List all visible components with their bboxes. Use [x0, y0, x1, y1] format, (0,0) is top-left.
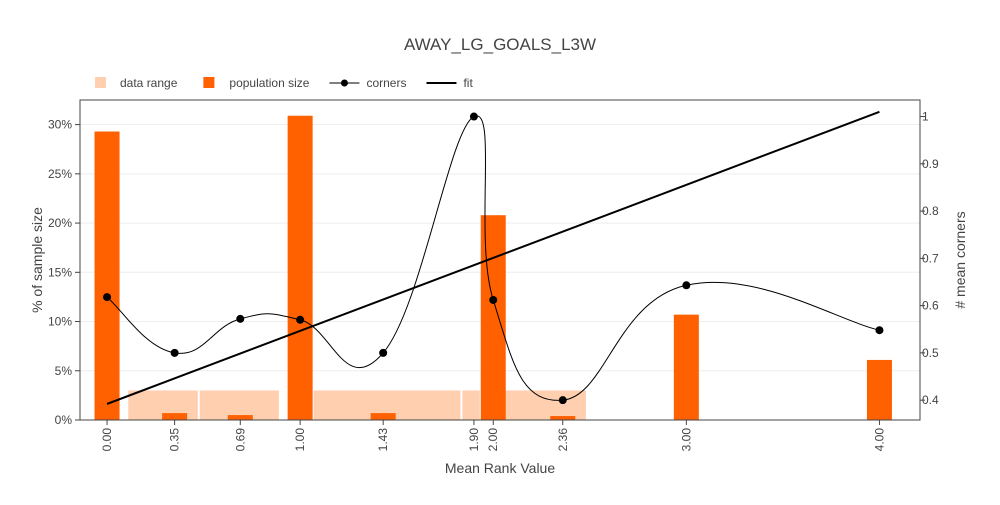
y-axis-title: % of sample size — [29, 207, 45, 313]
corners-line-group — [103, 112, 884, 405]
x-tick-label: 0.35 — [168, 428, 182, 452]
y2-tick-label: 0.8 — [922, 204, 939, 218]
y2-tick-label: 1 — [922, 110, 929, 124]
fit-line — [106, 110, 880, 405]
population-bar — [370, 413, 396, 420]
x-tick-label: 0.00 — [100, 428, 114, 452]
data-range-bar — [500, 390, 586, 420]
population-bar — [227, 415, 253, 420]
x-axis-ticks: 0.00 0.35 0.69 1.00 1.43 1.90 2.00 2.36 3.00 4.00 — [100, 420, 886, 451]
y2-tick-label: 0.5 — [922, 346, 939, 360]
x-tick-label: 4.00 — [872, 428, 886, 452]
corners-point — [103, 293, 112, 302]
corners-point — [682, 281, 691, 290]
x-tick-label: 1.90 — [467, 428, 481, 452]
corners-point — [236, 314, 245, 323]
y-axis-ticks: 0% 5% 10% 15% 20% 25% 30% — [48, 118, 80, 427]
data-range-bars — [128, 390, 586, 420]
y2-axis-ticks: 0.4 0.5 0.6 0.7 0.8 0.9 1 — [920, 110, 939, 407]
legend-label: data range — [120, 76, 178, 90]
y-tick-label: 25% — [48, 167, 72, 181]
population-bar — [287, 115, 313, 420]
y-tick-label: 0% — [55, 413, 73, 427]
corners-point — [489, 295, 498, 304]
y2-tick-label: 0.4 — [922, 393, 939, 407]
plot-frame — [79, 99, 921, 421]
y2-tick-label: 0.7 — [922, 251, 939, 265]
population-bar — [550, 416, 576, 420]
population-bar — [162, 413, 188, 420]
x-tick-label: 2.36 — [556, 428, 570, 452]
population-bar — [480, 215, 506, 420]
y2-axis-title: # mean corners — [952, 211, 968, 308]
population-bar — [866, 359, 892, 420]
legend-swatch-population — [203, 77, 215, 88]
population-bar — [673, 314, 699, 420]
legend-label: corners — [366, 76, 406, 90]
y-tick-label: 5% — [55, 364, 73, 378]
population-bars — [94, 115, 892, 420]
x-axis-title: Mean Rank Value — [445, 460, 555, 476]
corners-point — [558, 396, 567, 405]
data-range-bar — [462, 390, 480, 420]
legend-label: population size — [229, 76, 309, 90]
legend-swatch-corners-point — [340, 79, 348, 87]
corners-point — [469, 112, 478, 121]
population-bar — [94, 131, 120, 420]
fit-line-group — [106, 110, 880, 405]
x-tick-label: 1.43 — [376, 428, 390, 452]
y-tick-label: 15% — [48, 265, 72, 279]
corners-point — [170, 348, 179, 357]
x-tick-label: 1.00 — [293, 428, 307, 452]
y-tick-label: 30% — [48, 118, 72, 132]
legend: data range population size corners fit — [95, 76, 473, 90]
corners-point — [379, 348, 388, 357]
y-tick-label: 20% — [48, 216, 72, 230]
chart-title: AWAY_LG_GOALS_L3W — [404, 35, 596, 54]
legend-label: fit — [463, 76, 473, 90]
x-tick-label: 2.00 — [486, 428, 500, 452]
x-tick-label: 3.00 — [679, 428, 693, 452]
corners-point — [875, 326, 884, 335]
x-tick-label: 0.69 — [233, 428, 247, 452]
y2-tick-label: 0.6 — [922, 299, 939, 313]
legend-swatch-data-range — [95, 77, 106, 88]
y-tick-label: 10% — [48, 315, 72, 329]
corners-point — [296, 315, 305, 324]
y2-tick-label: 0.9 — [922, 157, 939, 171]
